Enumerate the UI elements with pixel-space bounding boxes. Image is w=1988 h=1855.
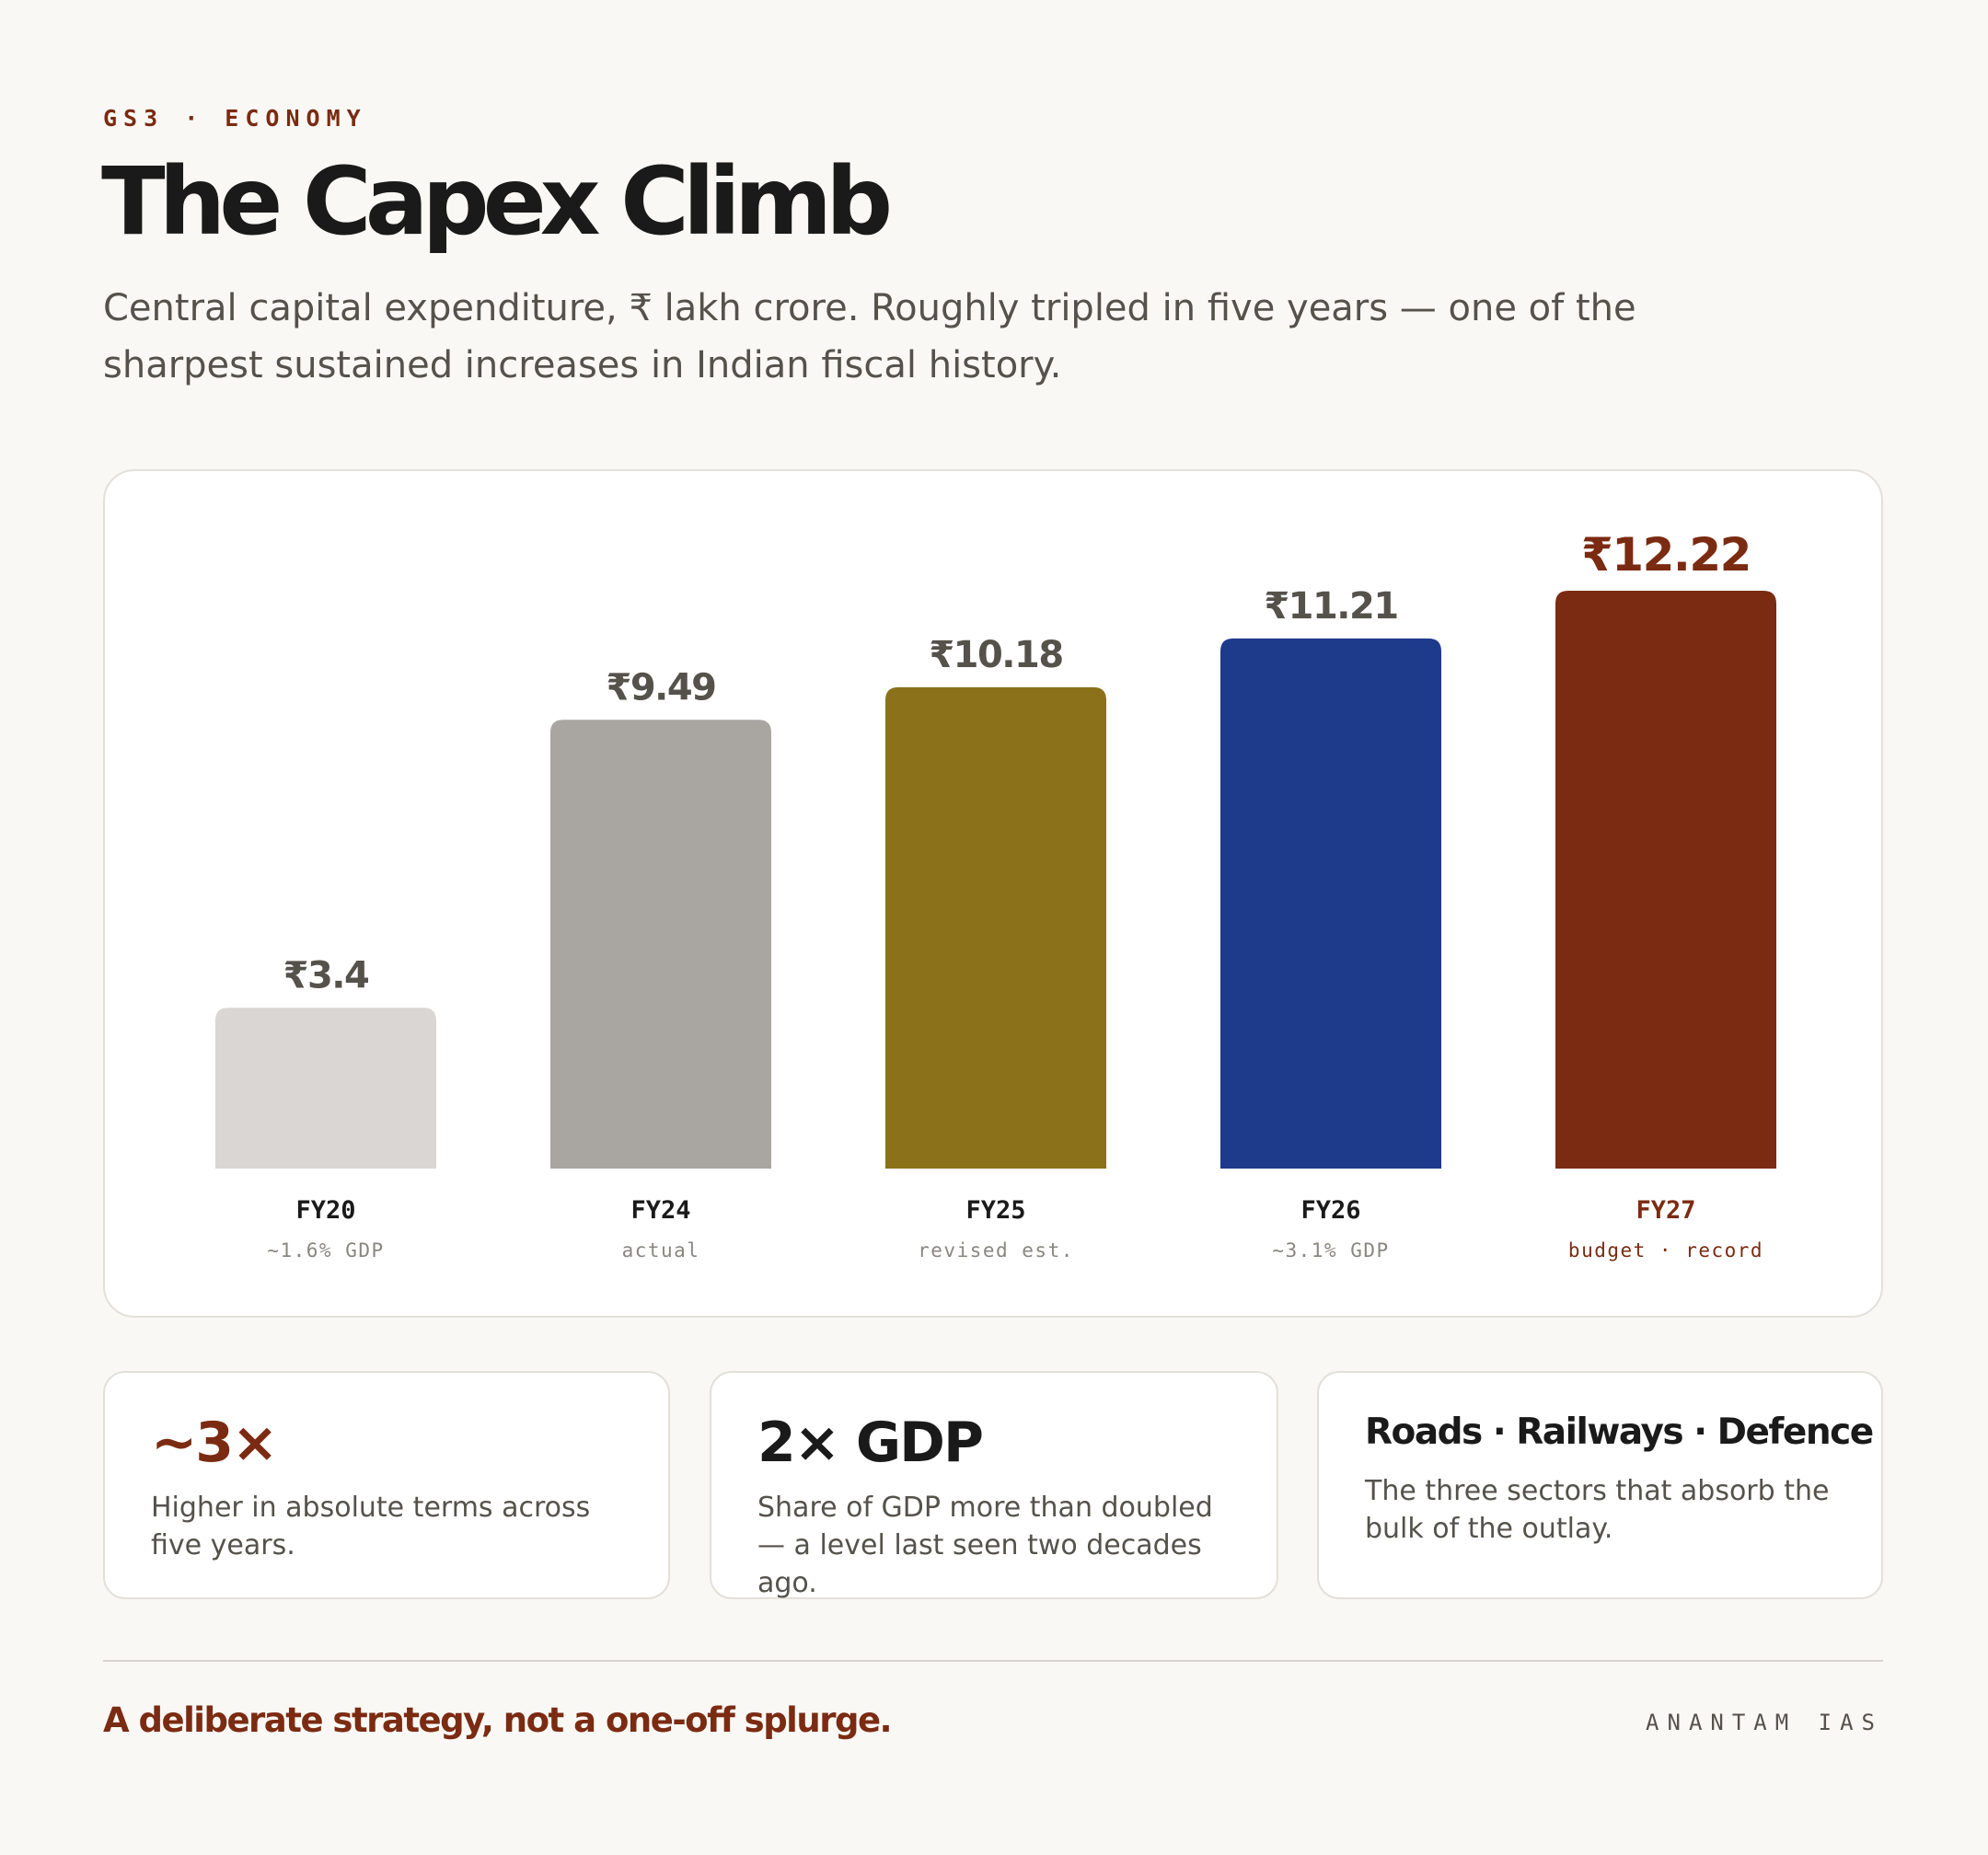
stat-value: ~3× bbox=[151, 1411, 278, 1475]
category-label: FY27 bbox=[1635, 1196, 1695, 1225]
bar-fy24 bbox=[550, 720, 771, 1169]
category-note: actual bbox=[622, 1239, 700, 1262]
page-title: The Capex Climb bbox=[101, 147, 893, 257]
value-label: ₹11.21 bbox=[1264, 585, 1397, 628]
category-label: FY24 bbox=[630, 1196, 690, 1225]
value-label: ₹3.4 bbox=[283, 954, 369, 997]
value-label: ₹12.22 bbox=[1581, 528, 1751, 582]
category-note: revised est. bbox=[918, 1239, 1074, 1262]
stat-card-multiple: ~3× Higher in absolute terms across five… bbox=[103, 1371, 670, 1599]
page-subtitle: Central capital expenditure, ₹ lakh cror… bbox=[103, 287, 1636, 386]
category-label: FY26 bbox=[1300, 1196, 1360, 1225]
stat-card-sectors: Roads · Railways · Defence The three sec… bbox=[1317, 1371, 1883, 1599]
footer-tagline: A deliberate strategy, not a one-off spl… bbox=[103, 1700, 893, 1740]
category-label: FY25 bbox=[965, 1196, 1025, 1225]
stat-value: Roads · Railways · Defence bbox=[1365, 1411, 1874, 1453]
stat-card-gdp: 2× GDP Share of GDP more than doubled — … bbox=[710, 1371, 1278, 1599]
category-note: ~1.6% GDP bbox=[267, 1239, 384, 1262]
bar-fy27 bbox=[1555, 591, 1776, 1169]
brand-name: ANANTAM IAS bbox=[1646, 1710, 1883, 1735]
stat-description: Share of GDP more than doubled — a level… bbox=[757, 1492, 1213, 1599]
value-label: ₹9.49 bbox=[606, 666, 715, 709]
chart-canvas: ₹3.4 FY20 ~1.6% GDP ₹9.49 FY24 actual ₹10.18 FY… bbox=[215, 528, 1776, 1262]
bar-fy26 bbox=[1220, 638, 1441, 1169]
stat-value: 2× GDP bbox=[757, 1411, 984, 1475]
category-note: budget · record bbox=[1568, 1239, 1763, 1262]
category-note: ~3.1% GDP bbox=[1272, 1239, 1389, 1262]
value-label: ₹10.18 bbox=[929, 634, 1062, 676]
stat-description: Higher in absolute terms across five yea… bbox=[151, 1492, 591, 1561]
stat-description: The three sectors that absorb the bulk o… bbox=[1365, 1475, 1830, 1545]
footer-divider bbox=[103, 1660, 1883, 1662]
category-label: FY20 bbox=[295, 1196, 355, 1225]
bar-fy25 bbox=[885, 686, 1106, 1169]
capex-bar-chart: ₹3.4 FY20 ~1.6% GDP ₹9.49 FY24 actual ₹10.18 FY… bbox=[103, 469, 1883, 1318]
section-kicker: GS3 · ECONOMY bbox=[103, 105, 367, 132]
bar-fy20 bbox=[215, 1008, 436, 1169]
